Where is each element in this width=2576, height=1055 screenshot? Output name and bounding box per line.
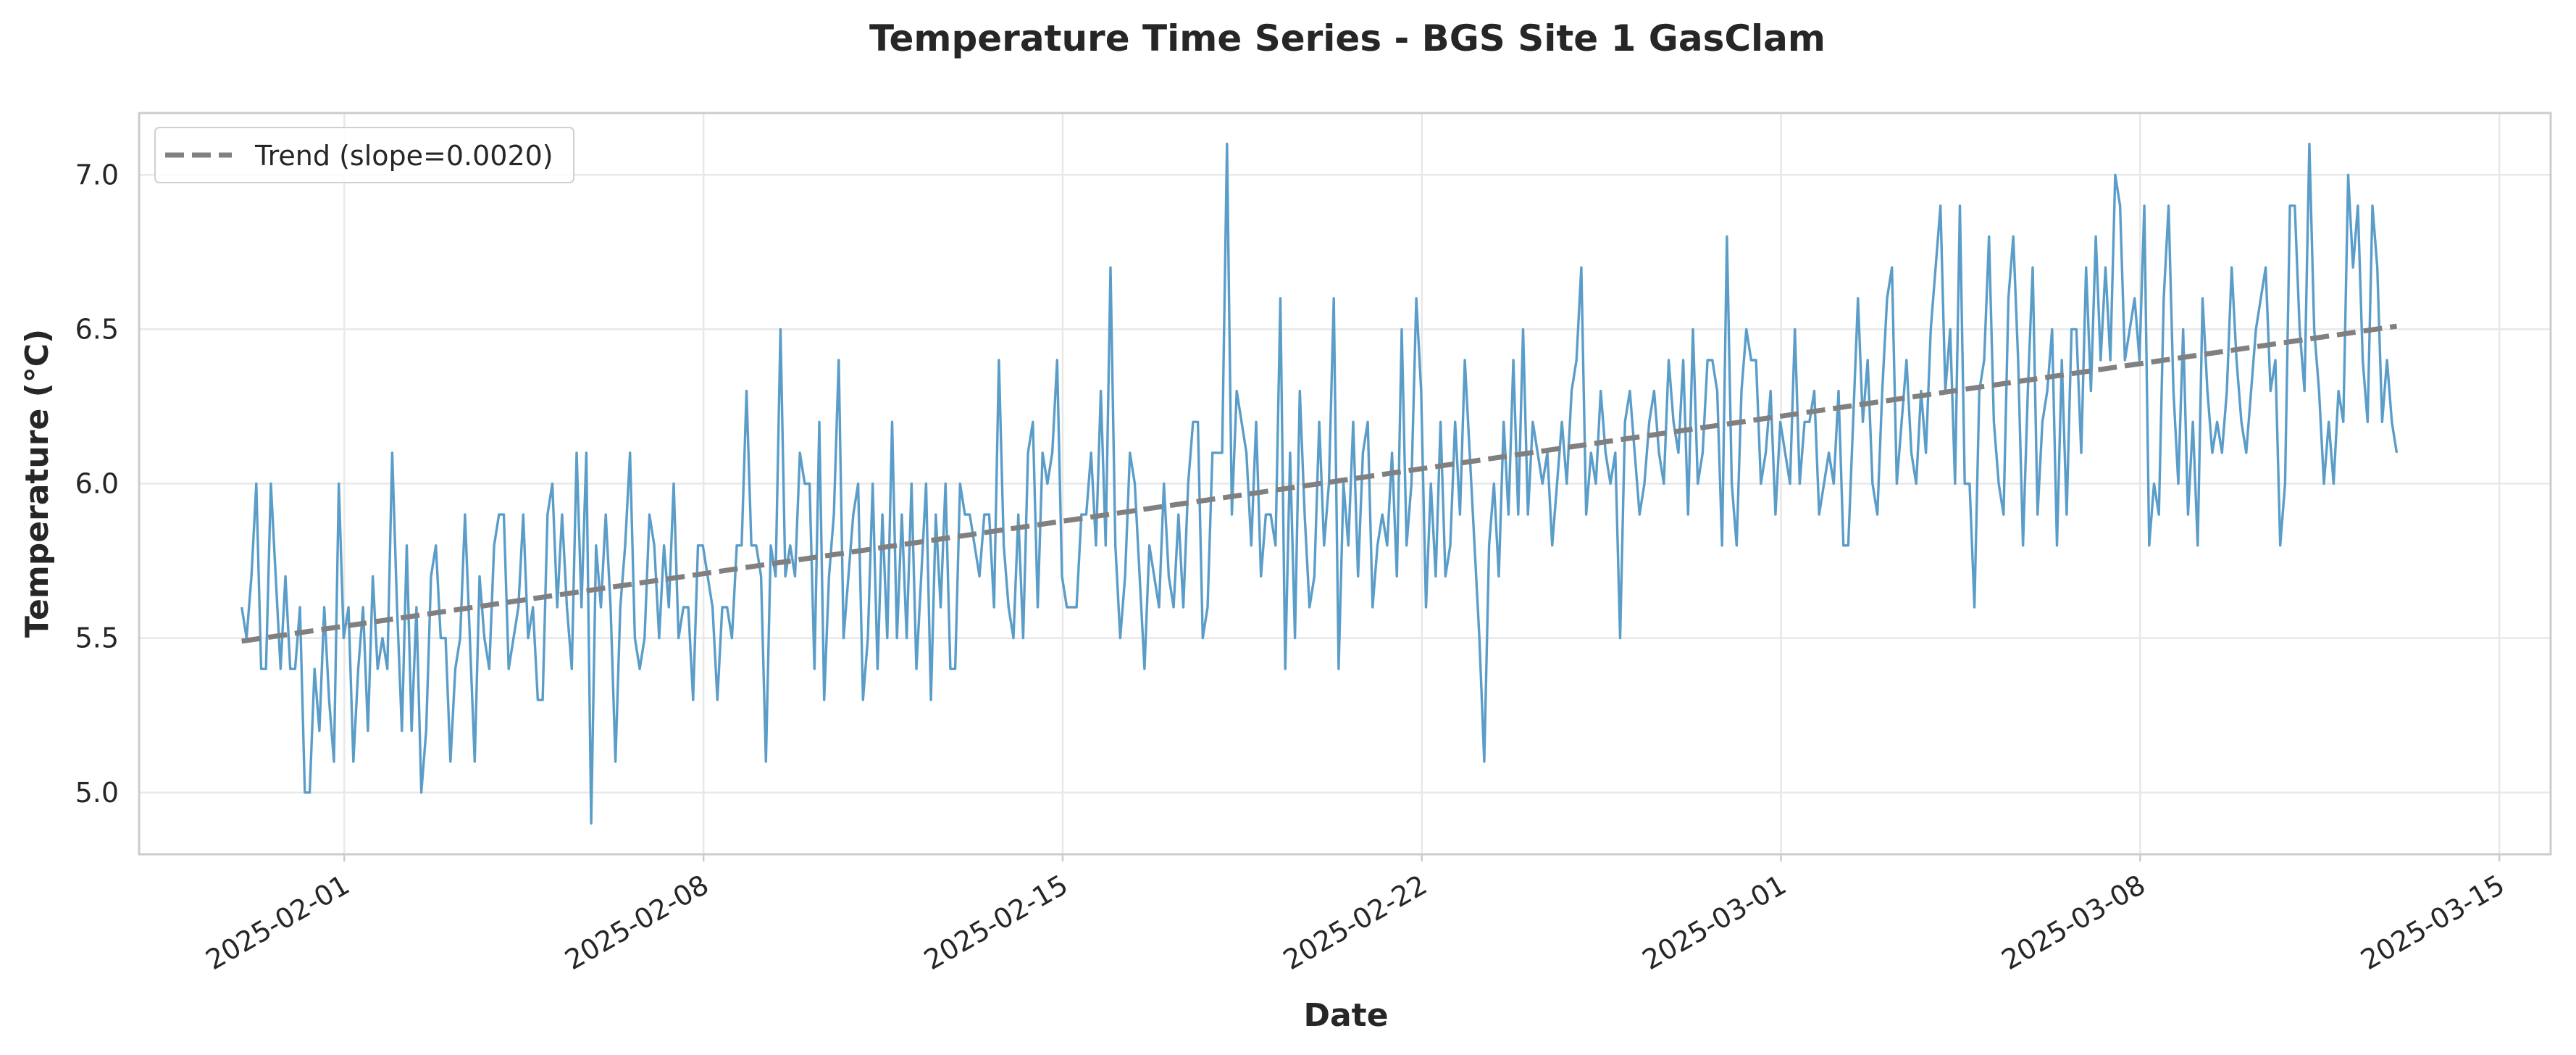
y-tick-label: 7.0: [75, 159, 119, 191]
trend-line: [241, 323, 2398, 644]
y-tick-label: 5.5: [75, 622, 119, 654]
series-layer: [241, 142, 2399, 825]
legend: Trend (slope=0.0020): [154, 127, 574, 183]
y-tick-label: 6.0: [75, 468, 119, 500]
y-tick-label: 6.5: [75, 313, 119, 345]
temperature-series-line: [241, 142, 2399, 825]
y-axis-label: Temperature (°C): [19, 329, 56, 638]
grid-lines: [139, 113, 2551, 854]
y-tick-label: 5.0: [75, 777, 119, 809]
legend-trend-label: Trend (slope=0.0020): [254, 140, 553, 172]
legend-box: [154, 127, 574, 183]
plot-frame: [138, 112, 2552, 856]
x-axis-label: Date: [1303, 997, 1388, 1034]
chart-title: Temperature Time Series - BGS Site 1 Gas…: [869, 17, 1826, 59]
